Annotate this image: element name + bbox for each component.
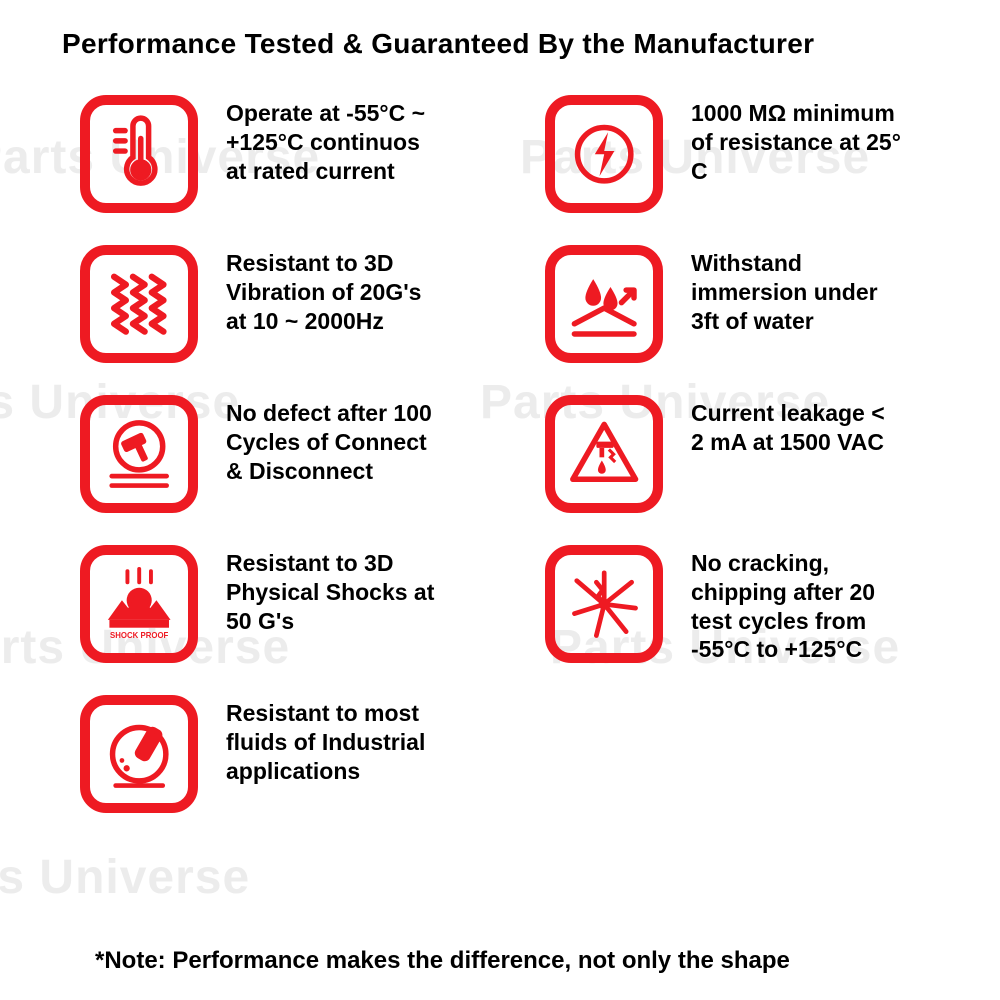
fluids-icon (80, 695, 198, 813)
feature-item: Current leakage < 2 mA at 1500 VAC (545, 395, 940, 513)
footnote: *Note: Performance makes the difference,… (95, 947, 790, 975)
feature-text: No cracking, chipping after 20 test cycl… (691, 545, 901, 664)
feature-item: Withstand immersion under 3ft of water (545, 245, 940, 363)
feature-item: P SHOCK PROOF Resistant to 3D Physical S… (80, 545, 475, 663)
feature-text: Resistant to most fluids of Industrial a… (226, 695, 436, 785)
feature-text: Withstand immersion under 3ft of water (691, 245, 901, 335)
watermark: Parts Universe (0, 850, 250, 905)
feature-text: Resistant to 3D Physical Shocks at 50 G'… (226, 545, 436, 635)
svg-text:SHOCK PROOF: SHOCK PROOF (110, 631, 168, 640)
feature-item: Resistant to most fluids of Industrial a… (80, 695, 475, 813)
feature-text: 1000 MΩ minimum of resistance at 25° C (691, 95, 901, 185)
feature-item: No cracking, chipping after 20 test cycl… (545, 545, 940, 664)
bolt-icon (545, 95, 663, 213)
crack-icon (545, 545, 663, 663)
feature-text: Resistant to 3D Vibration of 20G's at 10… (226, 245, 436, 335)
feature-columns: Operate at -55°C ~ +125°C continuos at r… (80, 95, 940, 845)
leakage-icon (545, 395, 663, 513)
right-column: 1000 MΩ minimum of resistance at 25° C W… (545, 95, 940, 845)
feature-item: No defect after 100 Cycles of Connect & … (80, 395, 475, 513)
page-title: Performance Tested & Guaranteed By the M… (62, 28, 814, 60)
hammer-icon (80, 395, 198, 513)
feature-item: 1000 MΩ minimum of resistance at 25° C (545, 95, 940, 213)
shockproof-icon: P SHOCK PROOF (80, 545, 198, 663)
feature-text: Current leakage < 2 mA at 1500 VAC (691, 395, 901, 457)
feature-item: Resistant to 3D Vibration of 20G's at 10… (80, 245, 475, 363)
left-column: Operate at -55°C ~ +125°C continuos at r… (80, 95, 475, 845)
feature-item: Operate at -55°C ~ +125°C continuos at r… (80, 95, 475, 213)
water-icon (545, 245, 663, 363)
feature-text: Operate at -55°C ~ +125°C continuos at r… (226, 95, 436, 185)
feature-text: No defect after 100 Cycles of Connect & … (226, 395, 436, 485)
thermometer-icon (80, 95, 198, 213)
vibration-icon (80, 245, 198, 363)
